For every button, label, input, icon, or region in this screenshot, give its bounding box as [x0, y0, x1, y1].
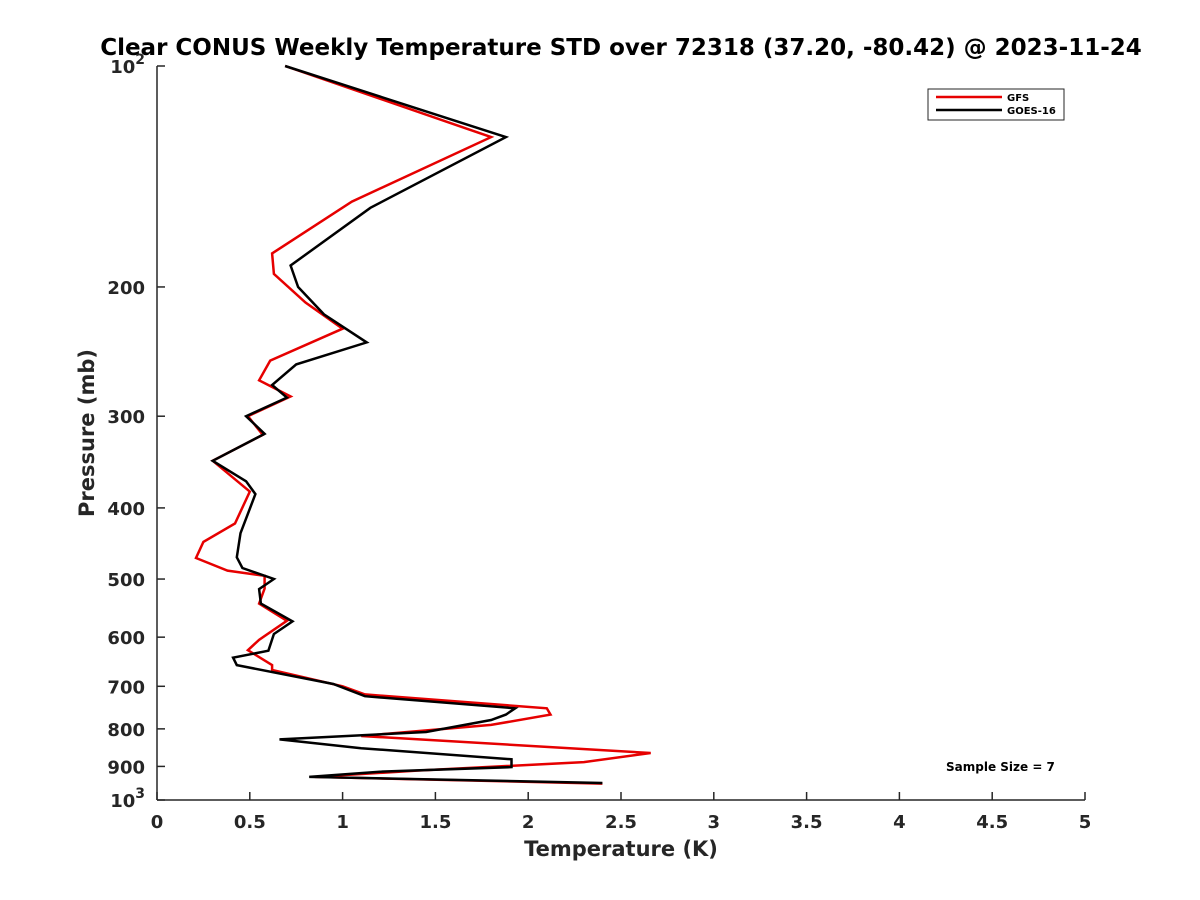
y-tick-label: 400	[107, 499, 145, 520]
sample-size-annotation: Sample Size = 7	[946, 760, 1055, 774]
legend: GFS GOES-16	[927, 88, 1065, 121]
series-lines	[194, 64, 651, 785]
x-tick-label: 4.5	[976, 812, 1008, 833]
y-tick-label: 800	[107, 720, 145, 741]
y-tick-label: 300	[107, 407, 145, 428]
y-tick-label: 500	[107, 570, 145, 591]
y-tick-label: 200	[107, 278, 145, 299]
x-tick-label: 4	[893, 812, 906, 833]
y-tick-label-base: 10	[110, 791, 135, 812]
x-tick-label: 2	[522, 812, 535, 833]
plot-area: 0 0.5 1 1.5 2 2.5 3 3.5 4 4.5 5 102200300400500600…	[107, 52, 1091, 833]
y-tick-label: 600	[107, 628, 145, 649]
y-tick-label: 103	[110, 786, 145, 812]
y-axis-label: Pressure (mb)	[75, 349, 99, 517]
y-tick-label-exponent: 2	[135, 52, 145, 68]
x-tick-label: 3.5	[791, 812, 823, 833]
series-line-goes-16	[210, 64, 603, 785]
legend-label-gfs: GFS	[1007, 93, 1029, 104]
x-tick-label: 1.5	[419, 812, 451, 833]
legend-box	[927, 88, 1065, 121]
legend-label-goes-16: GOES-16	[1007, 106, 1056, 117]
y-tick-label: 700	[107, 677, 145, 698]
x-tick-label: 3	[708, 812, 721, 833]
x-tick-label: 1	[336, 812, 349, 833]
x-tick-label: 0.5	[234, 812, 266, 833]
y-tick-label: 102	[110, 52, 145, 78]
y-tick-label-base: 10	[110, 57, 135, 78]
y-tick-label-exponent: 3	[135, 786, 145, 802]
x-tick-label: 2.5	[605, 812, 637, 833]
x-tick-label: 0	[151, 812, 164, 833]
chart-title: Clear CONUS Weekly Temperature STD over …	[100, 35, 1142, 61]
x-ticks: 0 0.5 1 1.5 2 2.5 3 3.5 4 4.5 5	[151, 792, 1092, 833]
y-tick-label: 900	[107, 757, 145, 778]
x-tick-label: 5	[1079, 812, 1092, 833]
x-axis-label: Temperature (K)	[524, 837, 718, 861]
